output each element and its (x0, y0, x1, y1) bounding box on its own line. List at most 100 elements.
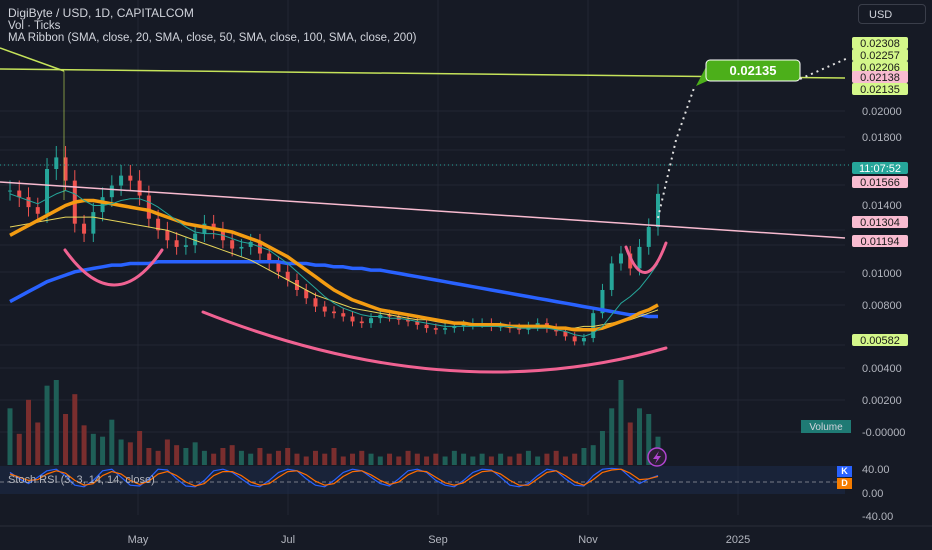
volume-bar (211, 453, 217, 465)
candle-body (17, 190, 22, 198)
volume-bar (229, 445, 235, 465)
volume-bar (544, 453, 550, 465)
candle-body (26, 197, 31, 208)
currency-label: USD (869, 9, 893, 21)
stoch-k-line (9, 467, 659, 488)
volume-bar (599, 431, 605, 465)
candle-body (369, 318, 374, 324)
volume-bar (377, 456, 383, 465)
candle-body (156, 218, 161, 231)
price-label-box (852, 83, 908, 95)
candle-body (322, 306, 327, 312)
y-tick-label: 0.01400 (862, 200, 902, 212)
volume-bar (294, 453, 300, 465)
price-label-box (852, 176, 908, 188)
price-label-box (852, 334, 908, 346)
volume-bar (201, 450, 207, 465)
candle-body (8, 190, 12, 192)
volume-bar (312, 450, 318, 465)
candle-body (600, 289, 605, 314)
x-tick-label: Nov (578, 534, 598, 546)
y-tick-label: 0.00400 (862, 363, 902, 375)
volume-bar (359, 450, 365, 465)
candle-body (183, 245, 188, 247)
handle-arc (624, 241, 668, 274)
chart-title: DigiByte / USD, 1D, CAPITALCOM (8, 6, 194, 20)
candle-body (341, 313, 346, 317)
volume-bar (53, 380, 59, 465)
stoch-tick-label: 40.00 (862, 464, 890, 476)
candle-body (257, 241, 262, 254)
lightning-bolt (653, 451, 661, 464)
x-tick-label: Jul (281, 534, 295, 546)
price-label-text: 0.02257 (860, 50, 900, 62)
y-tick-label: 0.02000 (862, 106, 902, 118)
y-tick-label: 0.01800 (862, 132, 902, 144)
volume-bar (81, 425, 87, 465)
volume-bar (238, 450, 244, 465)
candle-body (91, 212, 96, 234)
candle-body (137, 180, 142, 196)
candle-body (415, 321, 420, 325)
candle-body (45, 169, 50, 214)
volume-bar (192, 442, 198, 465)
volume-bar (127, 442, 133, 465)
price-label-box (852, 37, 908, 49)
price-label-text: 0.02308 (860, 38, 900, 50)
price-label-text: 11:07:52 (859, 163, 901, 175)
candle-body (461, 324, 466, 327)
volume-bar (303, 456, 309, 465)
volume-bar (507, 456, 513, 465)
candle-body (267, 253, 272, 264)
volume-bar (248, 453, 254, 465)
price-label-box (852, 162, 908, 174)
candle-body (285, 271, 290, 281)
volume-bar (266, 453, 272, 465)
candle-body (230, 240, 235, 249)
volume-bar (627, 422, 633, 465)
volume-bar (164, 439, 170, 465)
candle-body (174, 240, 179, 247)
candle-body (63, 157, 68, 181)
volume-bar (44, 385, 50, 465)
stoch-d-line (9, 468, 659, 487)
volume-bar (433, 453, 439, 465)
volume-bar (424, 456, 430, 465)
stoch-d-badge: D (837, 478, 852, 489)
candle-body (82, 223, 87, 234)
volume-bar (451, 450, 457, 465)
candle-body (591, 313, 596, 339)
volume-bar (285, 448, 291, 465)
candle-body (387, 314, 392, 317)
volume-bar (572, 453, 578, 465)
candle-body (146, 195, 151, 219)
price-label-text: 0.01304 (860, 217, 900, 229)
candle-body (452, 326, 457, 329)
big-cup-arc (201, 310, 668, 374)
candle-body (35, 207, 40, 214)
currency-button[interactable]: USD (858, 4, 926, 24)
candle-body (433, 328, 438, 330)
x-tick-label: Sep (428, 534, 448, 546)
candle-body (572, 336, 577, 342)
y-tick-label: -0.00000 (862, 427, 905, 439)
x-tick-label: May (128, 534, 149, 546)
projection-extension (799, 57, 849, 80)
candle-body (618, 253, 623, 264)
volume-bar (405, 450, 411, 465)
volume-bar (109, 419, 115, 465)
y-tick-label: 0.00200 (862, 395, 902, 407)
volume-bar (155, 450, 161, 465)
volume-bar (183, 448, 189, 465)
volume-bar (146, 448, 152, 465)
candle-body (637, 246, 642, 269)
volume-bar (340, 456, 346, 465)
price-label-text: 0.02135 (860, 84, 900, 96)
candle-body (54, 157, 59, 170)
y-tick-label: 0.00800 (862, 300, 902, 312)
volume-bar (368, 453, 374, 465)
y-tick-label: 0.01000 (862, 268, 902, 280)
volume-bar (90, 433, 96, 465)
candle-body (656, 193, 660, 228)
